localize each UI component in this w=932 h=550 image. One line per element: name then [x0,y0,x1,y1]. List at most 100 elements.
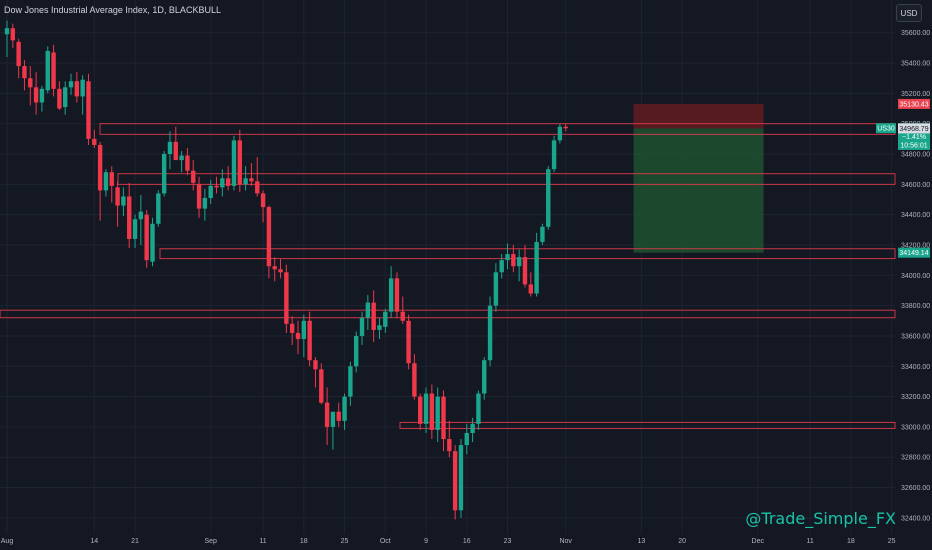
candle-body [191,170,196,183]
candle-body [115,187,120,206]
x-tick-label: Aug [1,538,14,545]
candle-body [511,254,516,267]
candle-body [534,241,539,294]
candle-body [278,269,283,273]
level-zone [159,248,896,260]
chart-title: Dow Jones Industrial Average Index, 1D, … [4,5,221,15]
candle-body [132,219,138,239]
watermark: @Trade_Simple_FX [745,509,896,528]
x-tick-label: 21 [131,538,139,545]
y-tick-label: 32600.00 [901,485,930,492]
candle-body [435,396,440,430]
candles [4,20,568,520]
candle-body [482,360,487,394]
price-badge-entry [898,123,930,134]
x-tick-label: 16 [463,538,471,545]
time-axis[interactable]: Aug 14 21 Sep 11 18 25 Oct 9 16 23 Nov 13 20 Dec 11 18 25 [1,538,896,545]
candle-body [301,320,307,339]
y-tick-label: 33000.00 [901,424,930,431]
candle-body [493,272,499,306]
candle-body [319,369,324,403]
candle-body [51,52,56,89]
candle-body [447,439,452,452]
candle-body [313,360,318,370]
candle-body [92,138,97,145]
candle-body [377,325,382,330]
candle-body [45,50,50,91]
y-tick-label: 35400.00 [901,61,930,68]
candle-body [33,87,39,103]
price-badge-target [898,247,930,258]
candle-body [522,257,528,285]
y-tick-label: 34400.00 [901,212,930,219]
y-tick-label: 33400.00 [901,364,930,371]
price-badge-change [898,131,930,142]
candle-body [383,311,388,327]
x-tick-label: 18 [300,538,308,545]
candle-body [528,284,533,294]
currency-button[interactable]: USD [896,4,922,22]
candle-body [452,451,458,511]
candle-body [10,28,16,41]
y-tick-label: 34600.00 [901,182,930,189]
x-tick-label: 25 [341,538,349,545]
y-tick-label: 34800.00 [901,152,930,159]
x-tick-label: 20 [678,538,686,545]
candle-body [470,423,475,433]
candle-body [359,317,365,336]
candle-body [39,88,45,103]
price-axis[interactable]: 32400.00 32600.00 32800.00 33000.00 33200.00… [901,30,930,522]
candle-body [406,320,411,364]
candle-body [220,178,225,188]
candle-body [499,260,504,273]
candle-body [441,396,446,440]
candle-body [551,140,557,170]
candle-body [516,257,522,267]
x-tick-label: Sep [204,538,217,545]
candle-body [150,223,155,262]
candle-body [330,411,336,427]
candle-body [208,185,213,198]
y-tick-label: 34200.00 [901,242,930,249]
candle-body [225,178,231,186]
y-tick-label: 33800.00 [901,303,930,310]
candle-body [458,445,464,511]
candle-body [429,393,435,430]
candle-body [394,278,400,312]
candle-body [540,226,545,242]
price-badge-target-label: 34149.14 [899,250,928,257]
candle-body [342,396,347,421]
price-badges: 35130.43US3034970.25−1.41%10:56:0134968.… [876,98,930,258]
x-tick-label: 23 [504,538,512,545]
x-tick-label: 11 [807,538,814,545]
candle-body [348,366,353,397]
candle-body [336,411,341,421]
candle-body [121,196,126,206]
candle-body [144,214,149,261]
candle-body [284,272,289,324]
candle-body [68,81,74,88]
candle-body [464,432,469,446]
price-badge-symbol-label: US30 [877,126,895,133]
level-zone [0,309,896,319]
candle-body [476,393,481,424]
candle-body [412,363,417,397]
x-tick-label: 14 [90,538,98,545]
candle-body [557,126,563,141]
x-tick-label: Nov [559,538,572,545]
y-tick-label: 33200.00 [901,394,930,401]
level-zone [399,421,896,429]
candle-body [388,278,394,312]
candle-body [487,305,493,361]
candle-body [74,81,80,97]
grid-lines [0,0,895,534]
candle-body [173,141,178,161]
price-badge-stop-label: 35130.43 [899,101,928,108]
candle-body [127,196,132,239]
candle-body [423,393,429,424]
candle-body [161,154,167,194]
candle-body [272,266,277,270]
candle-body [63,87,68,108]
candle-body [138,211,144,220]
